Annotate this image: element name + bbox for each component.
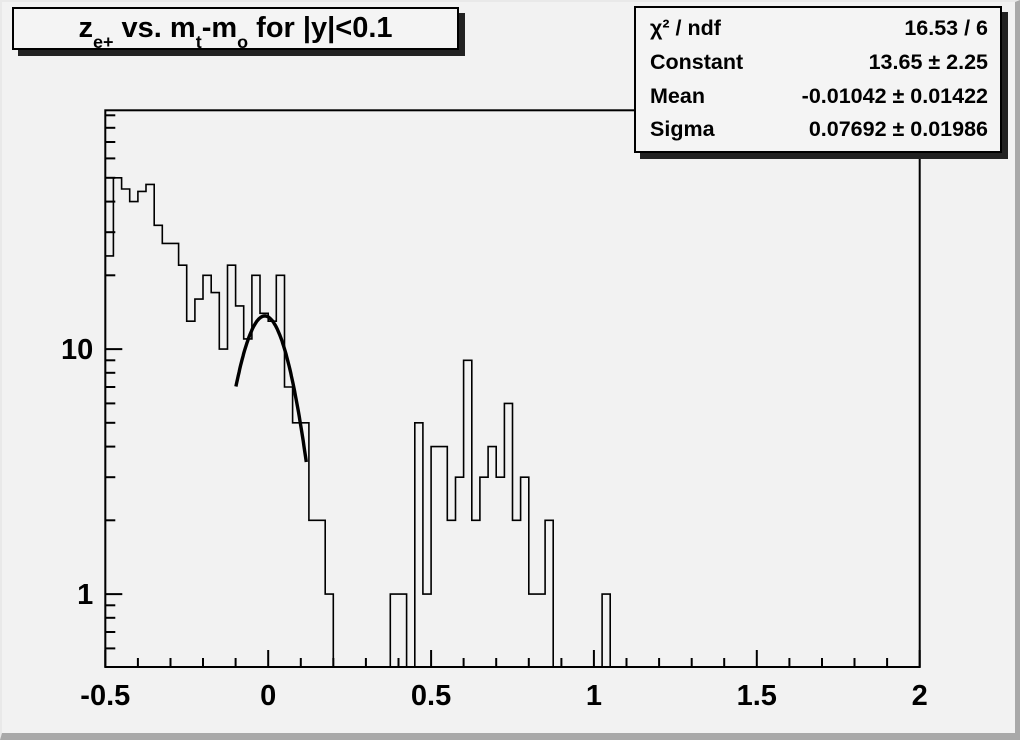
stats-value: -0.01042 ± 0.01422 [801, 83, 988, 108]
histogram-series [104, 177, 920, 668]
stats-row: Sigma 0.07692 ± 0.01986 [636, 119, 1000, 141]
x-axis-label: 1 [586, 680, 602, 712]
x-axis-label: 2 [912, 680, 928, 712]
stats-label: χ² / ndf [650, 16, 721, 41]
stats-value: 13.65 ± 2.25 [868, 49, 988, 74]
stats-value: 16.53 / 6 [904, 16, 988, 41]
stats-value: 0.07692 ± 0.01986 [808, 117, 988, 142]
stats-label: Sigma [650, 117, 715, 142]
stats-label: Constant [650, 49, 744, 74]
y-axis-label: 10 [61, 334, 93, 366]
stats-row: Mean -0.01042 ± 0.01422 [636, 83, 1000, 108]
title-box: ze+ vs. mt-mo for |y|<0.1 [12, 7, 459, 52]
stats-label: Mean [650, 83, 705, 108]
gaussian-fit-curve [234, 314, 308, 463]
x-axis-label: 0.5 [411, 680, 451, 712]
plot-frame [104, 109, 921, 669]
stats-row: χ² / ndf 16.53 / 6 [636, 18, 1000, 40]
y-axis-label: 1 [77, 579, 93, 611]
x-axis-label: 1.5 [737, 680, 777, 712]
x-axis-label: 0 [260, 680, 276, 712]
stats-row: Constant 13.65 ± 2.25 [636, 49, 1000, 74]
stats-box: χ² / ndf 16.53 / 6 Constant 13.65 ± 2.25 Mea… [634, 6, 1002, 153]
plot-title: ze+ vs. mt-mo for |y|<0.1 [78, 12, 393, 52]
x-axis-label: -0.5 [80, 680, 130, 712]
